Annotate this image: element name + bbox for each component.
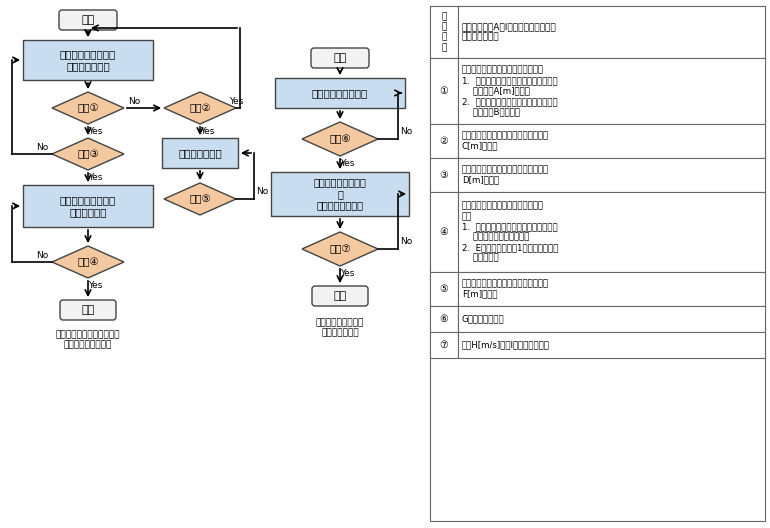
Text: G秒間待機する。: G秒間待機する。 (462, 315, 504, 324)
Text: 条件③: 条件③ (77, 149, 99, 159)
Bar (430, 58, 458, 124)
Text: ロボットとごみステーションの距離が
F[m]以下か: ロボットとごみステーションの距離が F[m]以下か (462, 279, 549, 299)
Bar (458, 58, 765, 124)
Text: No: No (128, 97, 140, 106)
Text: ⑦: ⑦ (440, 340, 448, 350)
Text: ロボットとごみステーションの距離が
D[m]以下か: ロボットとごみステーションの距離が D[m]以下か (462, 165, 549, 185)
Bar (458, 272, 765, 306)
Text: 爪の上昇または下降: 爪の上昇または下降 (312, 88, 368, 98)
Bar (458, 158, 765, 192)
Bar (430, 6, 458, 58)
Polygon shape (52, 246, 124, 278)
Bar (23, 40, 153, 80)
Text: 開始: 開始 (82, 15, 95, 25)
Text: ②: ② (440, 136, 448, 146)
Text: No: No (36, 143, 48, 152)
Bar (458, 192, 765, 272)
Text: 速度H[m/s]で、I秒間移動する。: 速度H[m/s]で、I秒間移動する。 (462, 341, 550, 350)
Text: Yes: Yes (88, 127, 102, 137)
Text: ⑥: ⑥ (440, 314, 448, 324)
Text: ごみ箱ステーション
へのアプローチ: ごみ箱ステーション へのアプローチ (60, 49, 116, 71)
Bar (430, 124, 458, 158)
Text: Yes: Yes (340, 269, 354, 278)
Bar (430, 192, 458, 272)
Bar (458, 332, 765, 358)
Polygon shape (164, 183, 236, 215)
Bar (458, 306, 765, 332)
Text: No: No (400, 127, 412, 137)
Text: リカバリー動作: リカバリー動作 (178, 148, 222, 158)
Bar (162, 138, 238, 168)
Polygon shape (302, 122, 378, 156)
Bar (430, 272, 458, 306)
Text: 以下の２つの条件の両方を満たす。
1.  ロボットとごみステーションの位置
    のずれがA[m]以内か
2.  ロボットとごみステーションの角度
    の: 以下の２つの条件の両方を満たす。 1. ロボットとごみステーションの位置 のずれ… (462, 65, 557, 116)
Text: No: No (256, 187, 268, 196)
Bar (458, 6, 765, 58)
FancyBboxPatch shape (311, 48, 369, 68)
Polygon shape (52, 138, 124, 170)
Bar (430, 158, 458, 192)
Text: 以下の２つの条件をいずれかを満た
す。
1.  ロボットとごみステーションの距離
    がロボットの全長以下か
2.  E秒経過したか（1で終了しない場
  : 以下の２つの条件をいずれかを満た す。 1. ロボットとごみステーションの距離 … (462, 202, 558, 262)
Text: 条件⑦: 条件⑦ (329, 244, 351, 254)
FancyBboxPatch shape (60, 300, 116, 320)
Text: 終了: 終了 (82, 305, 95, 315)
Text: 爪の上昇または下降
＋
モビリティの移動: 爪の上昇または下降 ＋ モビリティの移動 (313, 177, 367, 211)
Text: 条件⑤: 条件⑤ (189, 194, 211, 204)
Text: Yes: Yes (340, 159, 354, 168)
Text: Yes: Yes (88, 174, 102, 183)
Text: 爪の上昇または下降
に関するフロー: 爪の上昇または下降 に関するフロー (316, 318, 364, 338)
Text: 条
件
番
号: 条 件 番 号 (441, 12, 447, 52)
Text: Yes: Yes (88, 281, 102, 290)
Text: No: No (36, 250, 48, 259)
Bar (430, 306, 458, 332)
Bar (275, 78, 405, 108)
FancyBboxPatch shape (59, 10, 117, 30)
FancyBboxPatch shape (312, 286, 368, 306)
Text: ⑤: ⑤ (440, 284, 448, 294)
Bar (23, 185, 153, 227)
Text: ①: ① (440, 86, 448, 96)
Text: ③: ③ (440, 170, 448, 180)
Text: Yes: Yes (229, 97, 243, 106)
Text: ごみステーションとの位置
調整に関するフロー: ごみステーションとの位置 調整に関するフロー (55, 331, 120, 350)
Text: 条件④: 条件④ (77, 257, 99, 267)
Polygon shape (302, 232, 378, 266)
Text: 開始: 開始 (333, 53, 347, 63)
Text: 条件②: 条件② (189, 103, 211, 113)
Text: 終了: 終了 (333, 291, 347, 301)
Text: ④: ④ (440, 227, 448, 237)
Polygon shape (52, 92, 124, 124)
Text: ごみ箱ステーション
との距離調整: ごみ箱ステーション との距離調整 (60, 195, 116, 217)
Text: 条件①: 条件① (77, 103, 99, 113)
Bar (430, 6, 765, 521)
Bar (430, 332, 458, 358)
Text: Yes: Yes (199, 127, 214, 137)
Bar (271, 172, 409, 216)
Text: No: No (400, 238, 412, 247)
Text: 条件の概要（A～Iの値は合体・挿入そ
れぞれで設定）: 条件の概要（A～Iの値は合体・挿入そ れぞれで設定） (462, 22, 557, 42)
Polygon shape (164, 92, 236, 124)
Bar (458, 124, 765, 158)
Text: ロボットとごみステーションの距離が
C[m]以下か: ロボットとごみステーションの距離が C[m]以下か (462, 131, 549, 150)
Text: 条件⑥: 条件⑥ (329, 134, 351, 144)
